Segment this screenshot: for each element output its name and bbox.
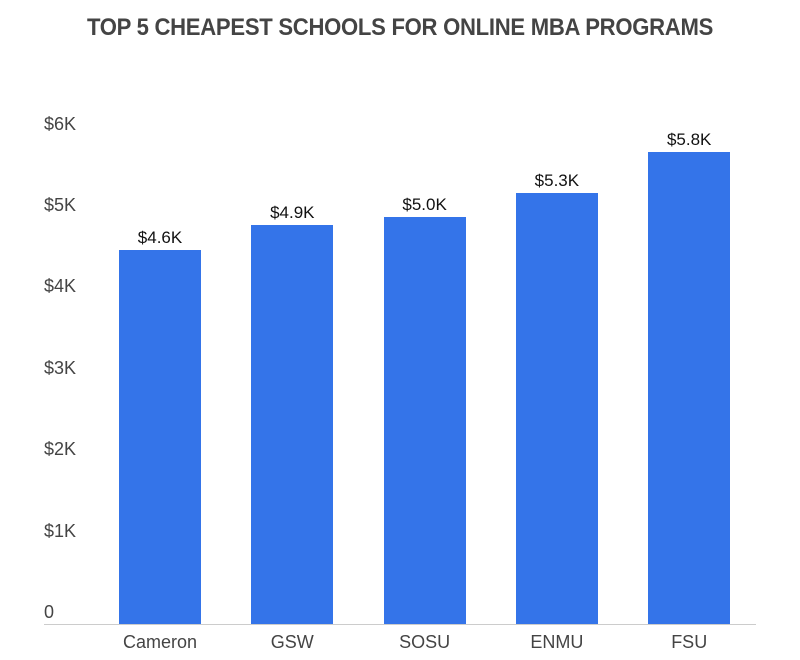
chart-title: TOP 5 CHEAPEST SCHOOLS FOR ONLINE MBA PR… bbox=[86, 14, 714, 41]
bar-cameron bbox=[119, 249, 201, 624]
bar-enmu bbox=[515, 192, 598, 624]
x-tick-label: FSU bbox=[671, 632, 708, 652]
bar-fsu bbox=[648, 151, 731, 624]
x-axis-line bbox=[44, 624, 756, 625]
y-tick-label: $2K bbox=[44, 439, 77, 460]
y-tick-label: $5K bbox=[44, 195, 77, 215]
x-tick-label: ENMU bbox=[530, 632, 584, 652]
y-tick-label: 0 bbox=[44, 602, 55, 622]
bar-value-label: $5.0K bbox=[402, 195, 447, 214]
bar-value-label: $4.6K bbox=[137, 227, 183, 247]
y-tick-label: $3K bbox=[44, 357, 77, 378]
bar-sosu bbox=[383, 217, 466, 624]
x-tick-label: SOSU bbox=[399, 632, 451, 652]
x-tick-label: Cameron bbox=[122, 632, 198, 652]
x-tick-label: GSW bbox=[270, 632, 314, 652]
y-tick-label: $4K bbox=[44, 276, 77, 297]
bar-value-label: $5.3K bbox=[534, 170, 580, 190]
bar-value-label: $5.8K bbox=[666, 129, 712, 149]
bar-value-label: $4.9K bbox=[270, 203, 315, 223]
bar-gsw bbox=[251, 225, 334, 624]
y-tick-label: $6K bbox=[44, 113, 77, 134]
y-tick-label: $1K bbox=[44, 520, 77, 541]
